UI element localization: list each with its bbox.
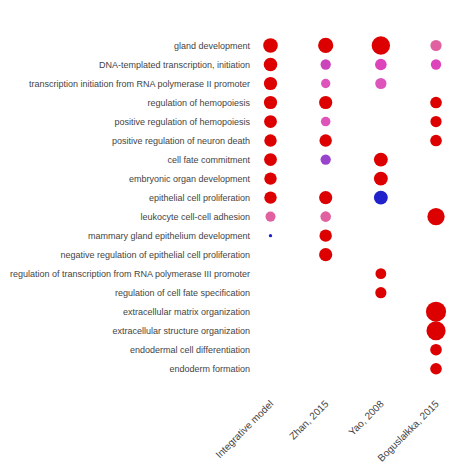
svg-text:transcription initiation from: transcription initiation from RNA polyme…	[29, 79, 250, 89]
svg-text:regulation of transcription fr: regulation of transcription from RNA pol…	[10, 269, 250, 279]
svg-text:regulation of hemopoiesis: regulation of hemopoiesis	[147, 98, 250, 108]
svg-text:regulation of cell fate specif: regulation of cell fate specification	[115, 288, 250, 298]
svg-text:negative regulation of epithel: negative regulation of epithelial cell p…	[60, 250, 250, 260]
svg-text:cell fate commitment: cell fate commitment	[167, 155, 250, 165]
svg-text:embryonic organ development: embryonic organ development	[129, 174, 251, 184]
svg-text:mammary gland epithelium devel: mammary gland epithelium development	[88, 231, 251, 241]
svg-text:DNA-templated transcription, i: DNA-templated transcription, initiation	[99, 60, 250, 70]
svg-text:extracellular matrix organizat: extracellular matrix organization	[123, 307, 250, 317]
svg-text:Integrative model: Integrative model	[213, 398, 275, 460]
svg-text:positive regulation of neuron: positive regulation of neuron death	[112, 136, 250, 146]
svg-text:extracellular structure organi: extracellular structure organization	[112, 326, 250, 336]
svg-text:positive regulation of hemopoi: positive regulation of hemopoiesis	[114, 117, 250, 127]
svg-text:epithelial cell proliferation: epithelial cell proliferation	[149, 193, 250, 203]
svg-text:endodermal cell differentiatio: endodermal cell differentiation	[130, 345, 250, 355]
svg-text:Zhan, 2015: Zhan, 2015	[287, 398, 331, 442]
svg-text:endoderm formation: endoderm formation	[169, 364, 250, 374]
svg-text:Boguslałkka, 2015: Boguslałkka, 2015	[375, 398, 441, 464]
svg-text:Yao, 2008: Yao, 2008	[346, 398, 386, 438]
svg-text:gland development: gland development	[174, 41, 251, 51]
svg-text:leukocyte cell-cell adhesion: leukocyte cell-cell adhesion	[140, 212, 250, 222]
